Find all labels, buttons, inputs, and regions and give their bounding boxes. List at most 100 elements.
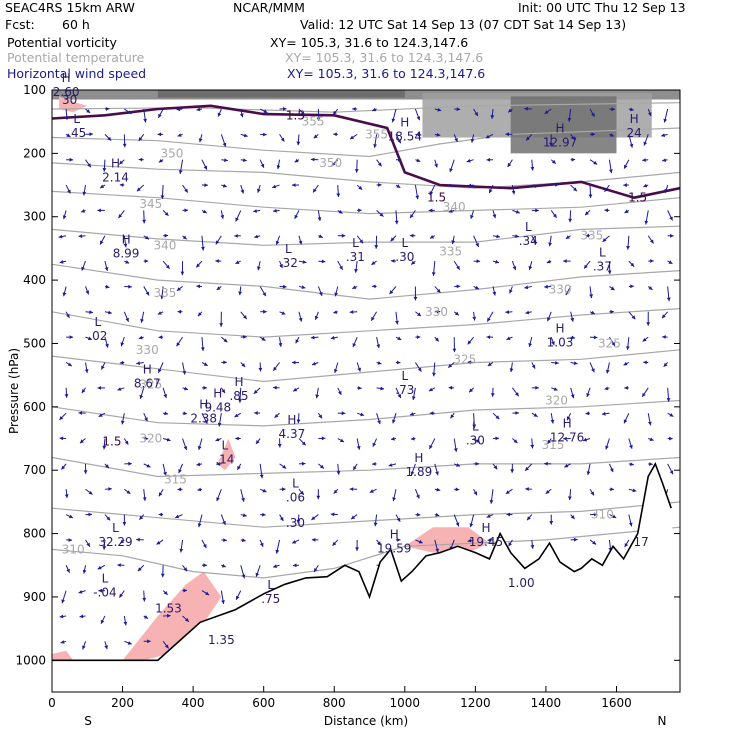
extremum-value-7: 2.38 [190, 411, 217, 425]
wind-arrowhead-338 [372, 442, 377, 447]
wind-arrowhead-546 [602, 238, 607, 242]
wind-arrowhead-182 [223, 338, 228, 343]
wind-arrowhead-6 [59, 260, 64, 264]
wind-arrowhead-172 [205, 591, 210, 595]
wind-arrowhead-158 [201, 246, 205, 251]
wind-arrowhead-298 [330, 335, 335, 340]
wind-arrowhead-470 [524, 106, 528, 111]
wind-arrowhead-130 [167, 613, 171, 618]
wind-arrowhead-22 [86, 109, 91, 113]
y-tick-label-7: 800 [23, 527, 46, 541]
wind-arrowhead-504 [549, 521, 554, 525]
wind-arrowhead-192 [221, 600, 225, 604]
wind-arrowhead-231 [255, 572, 260, 577]
wind-arrowhead-200 [238, 291, 242, 296]
wind-arrowhead-459 [509, 289, 513, 294]
model-name: SEAC4RS 15km ARW [5, 0, 135, 15]
wind-arrowhead-88 [143, 118, 147, 123]
wind-arrowhead-109 [147, 639, 151, 644]
wind-arrowhead-337 [377, 420, 381, 425]
wind-arrowhead-155 [203, 165, 207, 170]
wind-arrowhead-507 [571, 157, 576, 162]
wind-arrowhead-602 [663, 362, 668, 367]
wind-arrowhead-167 [196, 462, 201, 467]
theta-contour-4 [52, 225, 680, 246]
extremum-value-35: 17 [634, 535, 649, 549]
wind-arrowhead-344 [391, 118, 396, 123]
wind-arrowhead-129 [163, 591, 168, 595]
extremum-letter-21: H [390, 527, 399, 541]
extremum-letter-30: L [112, 521, 119, 535]
wind-arrowhead-70 [118, 214, 123, 218]
wind-arrowhead-503 [545, 490, 550, 494]
wind-arrowhead-418 [466, 158, 471, 163]
wind-arrowhead-455 [511, 190, 516, 195]
wind-arrowhead-528 [585, 233, 590, 238]
pv-shade-region-1 [52, 650, 74, 661]
extremum-letter-24: L [525, 220, 532, 234]
wind-arrowhead-551 [605, 369, 610, 374]
extremum-letter-31: L [102, 572, 109, 586]
wind-arrowhead-241 [278, 343, 283, 347]
wind-arrowhead-145 [183, 446, 188, 450]
wind-arrowhead-391 [429, 387, 433, 392]
wind-arrowhead-148 [175, 514, 180, 519]
extremum-letter-16: L [401, 236, 408, 250]
wind-arrowhead-107 [142, 597, 147, 602]
wind-arrowhead-513 [570, 317, 575, 322]
wind-arrowhead-110 [158, 113, 162, 118]
wind-arrowhead-414 [455, 522, 460, 527]
wind-arrowhead-40 [82, 569, 87, 574]
wind-arrowhead-397 [435, 548, 439, 553]
wind-arrowhead-16 [68, 514, 73, 519]
wind-arrowhead-146 [178, 469, 182, 474]
wind-arrowhead-103 [142, 497, 147, 501]
wind-arrowhead-581 [644, 220, 649, 225]
wind-arrowhead-118 [157, 311, 162, 315]
wind-arrowhead-270 [316, 117, 321, 121]
wind-arrowhead-589 [648, 421, 652, 426]
wind-arrowhead-176 [222, 183, 227, 188]
wind-arrowhead-573 [630, 462, 634, 466]
wind-arrowhead-435 [485, 134, 490, 139]
extremum-value-18: 1.89 [406, 465, 433, 479]
forecast-label: Fcst: [5, 17, 35, 32]
wind-arrowhead-454 [507, 162, 512, 167]
center-name: NCAR/MMM [233, 0, 305, 15]
wind-arrowhead-339 [372, 462, 376, 466]
field-name-pv: Potential vorticity [7, 35, 117, 50]
wind-arrowhead-549 [610, 309, 614, 314]
wind-arrowhead-140 [177, 309, 182, 314]
wind-arrowhead-432 [469, 523, 474, 528]
wind-arrowhead-59 [108, 487, 112, 491]
wind-arrowhead-134 [178, 170, 183, 174]
wind-arrowhead-598 [668, 260, 673, 264]
wind-arrowhead-579 [642, 158, 646, 162]
wind-arrowhead-39 [86, 542, 90, 547]
wind-arrowhead-67 [122, 143, 127, 148]
wind-arrowhead-348 [394, 220, 399, 225]
pv-shade-region-4 [217, 438, 236, 471]
wind-arrowhead-142 [182, 370, 187, 375]
wind-arrowhead-65 [104, 645, 108, 650]
wind-arrowhead-194 [243, 133, 248, 138]
y-tick-label-8: 900 [23, 590, 46, 604]
wind-arrowhead-229 [262, 512, 266, 517]
wind-arrowhead-522 [574, 537, 578, 542]
theta-label-12: 330 [136, 343, 159, 357]
wind-arrowhead-236 [273, 208, 277, 213]
wind-arrowhead-251 [300, 111, 305, 116]
wind-arrowhead-411 [453, 448, 458, 452]
wind-arrowhead-510 [565, 235, 570, 239]
wind-arrowhead-211 [241, 574, 246, 579]
wind-arrowhead-362 [416, 116, 421, 121]
wind-arrowhead-58 [105, 464, 109, 469]
terrain-fill [52, 463, 680, 692]
wind-arrowhead-461 [506, 336, 511, 340]
wind-arrowhead-243 [273, 385, 277, 390]
wind-arrowhead-509 [568, 218, 573, 223]
extremum-value-15: .31 [346, 250, 365, 264]
wind-arrowhead-328 [378, 183, 382, 187]
wind-arrowhead-115 [164, 233, 169, 238]
wind-arrowhead-545 [604, 208, 608, 213]
